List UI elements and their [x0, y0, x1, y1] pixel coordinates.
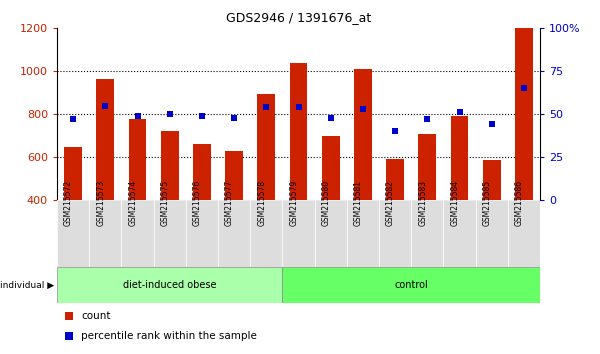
Text: GSM215586: GSM215586 — [515, 180, 524, 227]
Point — [455, 110, 464, 115]
Bar — [418, 134, 436, 200]
Text: GSM215584: GSM215584 — [451, 180, 460, 227]
Text: individual ▶: individual ▶ — [0, 280, 54, 290]
Point — [229, 115, 239, 120]
Bar — [161, 131, 179, 200]
Text: GSM215583: GSM215583 — [418, 180, 427, 227]
Point — [519, 86, 529, 91]
Bar — [283, 200, 314, 267]
Bar — [483, 160, 500, 200]
Text: GSM215578: GSM215578 — [257, 180, 266, 227]
Bar — [121, 200, 154, 267]
Point — [262, 104, 271, 110]
Text: GSM215582: GSM215582 — [386, 181, 395, 226]
Point — [165, 111, 175, 117]
Text: GSM215580: GSM215580 — [322, 180, 331, 227]
Text: percentile rank within the sample: percentile rank within the sample — [81, 331, 257, 341]
Bar — [257, 94, 275, 200]
Point — [294, 104, 304, 110]
Bar — [347, 200, 379, 267]
Bar — [193, 144, 211, 200]
Point — [133, 113, 142, 119]
Text: GSM215579: GSM215579 — [290, 180, 299, 227]
Point — [101, 103, 110, 108]
Text: count: count — [81, 311, 110, 321]
Text: GSM215585: GSM215585 — [483, 180, 492, 227]
Bar — [379, 200, 411, 267]
Bar — [443, 200, 476, 267]
Bar — [354, 69, 372, 200]
Bar — [154, 200, 186, 267]
Text: GSM215573: GSM215573 — [96, 180, 106, 227]
Bar — [218, 200, 250, 267]
Text: GSM215574: GSM215574 — [128, 180, 137, 227]
Point — [391, 129, 400, 134]
Bar — [451, 116, 469, 200]
Bar — [508, 200, 540, 267]
Bar — [283, 267, 540, 303]
Text: GDS2946 / 1391676_at: GDS2946 / 1391676_at — [226, 11, 371, 24]
Point — [358, 106, 368, 112]
Bar — [386, 159, 404, 200]
Bar — [97, 79, 114, 200]
Bar — [314, 200, 347, 267]
Bar — [128, 119, 146, 200]
Point — [403, 226, 413, 232]
Text: GSM215581: GSM215581 — [354, 181, 363, 226]
Text: GSM215575: GSM215575 — [161, 180, 170, 227]
Bar — [515, 28, 533, 200]
Point — [422, 116, 432, 122]
Text: GSM215577: GSM215577 — [225, 180, 234, 227]
Point — [68, 116, 78, 122]
Bar — [290, 63, 307, 200]
Bar — [89, 200, 121, 267]
Bar — [186, 200, 218, 267]
Text: GSM215572: GSM215572 — [64, 180, 73, 227]
Point — [487, 122, 497, 127]
Bar — [322, 136, 340, 200]
Bar — [225, 151, 243, 200]
Point — [197, 113, 206, 119]
Bar — [57, 267, 283, 303]
Text: GSM215576: GSM215576 — [193, 180, 202, 227]
Bar — [64, 147, 82, 200]
Bar — [476, 200, 508, 267]
Bar — [57, 200, 89, 267]
Text: diet-induced obese: diet-induced obese — [123, 280, 217, 290]
Bar — [411, 200, 443, 267]
Bar — [250, 200, 283, 267]
Point — [403, 45, 413, 51]
Text: control: control — [394, 280, 428, 290]
Point — [326, 115, 335, 120]
